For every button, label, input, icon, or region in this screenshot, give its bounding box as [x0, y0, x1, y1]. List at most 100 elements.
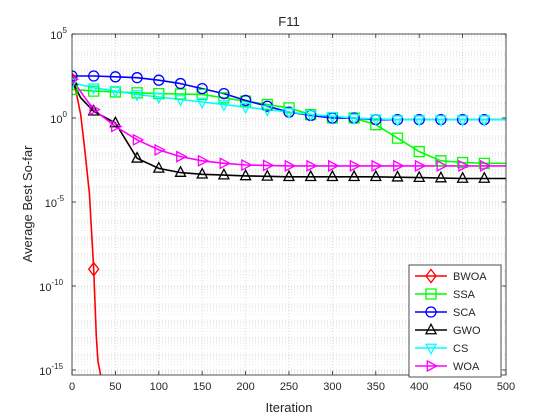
legend: BWOA SSA SCA GWO CS WOA: [408, 264, 502, 378]
x-tick-label: 200: [236, 381, 254, 393]
legend-marker-cs: [424, 343, 438, 356]
data-point-woa: [262, 159, 275, 172]
data-point-sca: [153, 74, 165, 86]
data-point-ssa: [391, 132, 404, 144]
data-point-gwo: [239, 168, 252, 181]
data-point-gwo: [413, 170, 426, 183]
data-point-woa: [479, 159, 492, 172]
data-point-sca: [174, 77, 187, 90]
data-point-sca: [88, 70, 100, 82]
legend-label-cs: CS: [453, 343, 468, 355]
data-point-woa: [72, 75, 80, 84]
data-point-ssa: [370, 119, 382, 131]
data-point-bwoa: [72, 71, 78, 87]
x-tick-label: 150: [193, 381, 211, 393]
x-tick-label: 400: [410, 381, 428, 393]
x-tick-label: 500: [497, 381, 515, 393]
legend-label-woa: WOA: [453, 361, 480, 373]
legend-label-sca: SCA: [453, 307, 476, 319]
data-point-gwo: [87, 104, 100, 116]
data-point-woa: [132, 133, 145, 146]
data-point-cs: [456, 115, 469, 127]
data-point-cs: [434, 115, 447, 127]
data-point-cs: [239, 102, 252, 115]
data-point-gwo: [369, 169, 382, 182]
data-point-cs: [72, 78, 79, 90]
data-point-gwo: [348, 169, 361, 182]
data-point-woa: [284, 159, 297, 172]
data-point-ssa: [153, 87, 165, 100]
legend-label-gwo: GWO: [453, 325, 481, 337]
data-point-woa: [197, 154, 210, 167]
data-point-woa: [349, 159, 362, 172]
data-point-gwo: [152, 161, 165, 173]
y-tick-exponent: 0: [63, 110, 68, 119]
data-point-cs: [369, 114, 382, 126]
data-point-cs: [109, 86, 122, 99]
data-point-woa: [458, 159, 470, 172]
series-line-bwoa: [72, 79, 102, 375]
data-point-gwo: [282, 169, 296, 182]
data-point-sca: [196, 82, 208, 95]
data-point-cs: [152, 92, 165, 105]
data-point-gwo: [174, 165, 187, 177]
y-tick-exponent: -15: [52, 362, 64, 371]
data-point-woa: [176, 150, 188, 163]
x-axis-label: Iteration: [266, 400, 313, 415]
y-tick-label: 10: [50, 114, 62, 126]
data-point-gwo: [304, 169, 317, 182]
x-axis-ticks: 0 50 100 150 200 250 300 350 400 450 500: [69, 34, 515, 393]
x-tick-label: 0: [69, 381, 75, 393]
legend-marker-ssa: [425, 288, 437, 300]
data-point-cs: [217, 100, 230, 112]
data-point-sca: [131, 72, 143, 84]
x-tick-label: 250: [280, 381, 298, 393]
data-point-cs: [304, 110, 317, 122]
y-tick-exponent: 5: [63, 26, 68, 35]
data-point-ssa: [218, 92, 230, 104]
x-tick-label: 50: [109, 381, 121, 393]
y-axis-label: Average Best So-far: [20, 145, 35, 262]
data-point-ssa: [88, 85, 100, 97]
data-point-gwo: [434, 170, 447, 183]
x-tick-label: 350: [367, 381, 385, 393]
data-point-woa: [219, 157, 232, 170]
data-point-bwoa: [87, 261, 100, 277]
data-point-ssa: [456, 156, 469, 169]
legend-label-ssa: SSA: [453, 289, 476, 301]
data-point-gwo: [196, 167, 209, 179]
data-point-sca: [239, 94, 252, 107]
chart-title: F11: [278, 14, 299, 29]
data-point-cs: [478, 115, 491, 127]
data-point-cs: [196, 97, 209, 110]
x-tick-label: 100: [150, 381, 168, 393]
data-point-woa: [436, 159, 449, 172]
data-point-cs: [348, 113, 361, 126]
y-tick-exponent: -5: [57, 194, 65, 203]
data-point-gwo: [456, 171, 469, 183]
series-line-woa: [72, 78, 506, 167]
data-point-gwo: [326, 169, 339, 182]
data-point-sca: [109, 71, 122, 83]
y-tick-exponent: -10: [52, 278, 64, 287]
data-point-gwo: [217, 167, 230, 180]
legend-label-bwoa: BWOA: [453, 271, 487, 283]
data-point-cs: [87, 83, 100, 95]
data-point-woa: [393, 159, 405, 172]
data-point-woa: [241, 158, 253, 172]
data-point-woa: [306, 159, 318, 172]
data-point-woa: [371, 159, 383, 172]
data-point-woa: [154, 143, 166, 156]
data-point-cs: [261, 105, 274, 117]
data-point-gwo: [72, 73, 79, 86]
data-point-gwo: [131, 151, 144, 163]
data-point-cs: [131, 90, 144, 102]
data-point-cs: [326, 111, 339, 124]
data-point-sca: [218, 87, 230, 100]
data-point-woa: [89, 103, 101, 116]
series-markers: [72, 70, 492, 277]
data-point-ssa: [478, 157, 490, 169]
data-point-cs: [282, 107, 296, 120]
